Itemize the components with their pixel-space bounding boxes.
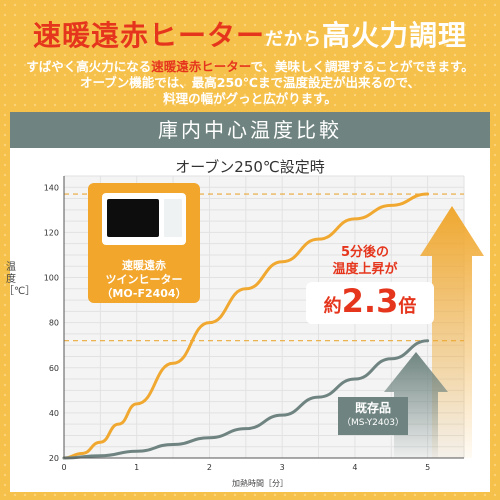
- product-name-2: ツインヒーター: [105, 273, 183, 286]
- x-tick-label: 0: [61, 463, 66, 472]
- x-axis-label: 加熱時間［分］: [232, 479, 288, 488]
- ratio-badge: 約2.3倍: [306, 282, 434, 324]
- headline-white: 高火力調理: [322, 19, 468, 52]
- axes: [63, 176, 464, 459]
- ratio-suffix: 倍: [398, 296, 417, 317]
- y-tick-label: 20: [49, 454, 59, 463]
- desc-line-3: 料理の幅がグっと広がります。: [163, 91, 337, 106]
- headline-small: だから: [265, 29, 322, 50]
- existing-label: 既存品: [354, 401, 391, 415]
- product-model: （MO-F2404）: [101, 287, 187, 300]
- series-line-new: [62, 192, 430, 460]
- x-tick-label: 5: [425, 463, 430, 472]
- y-tick-label: 100: [44, 274, 59, 283]
- existing-model: （MS-Y2403）: [341, 418, 405, 428]
- y-tick-label: 80: [49, 319, 59, 328]
- desc-line-2: オーブン機能では、最高250℃まで温度設定が出来るので、: [80, 75, 420, 90]
- x-tick-label: 3: [280, 463, 285, 472]
- y-tick-label: 40: [49, 409, 59, 418]
- x-tick-label: 4: [352, 463, 357, 472]
- annotation-text: 5分後の 温度上昇が: [300, 244, 430, 278]
- card-title: 庫内中心温度比較: [10, 112, 490, 148]
- microwave-panel: [164, 199, 182, 237]
- test-condition: オーブン250℃設定時: [175, 158, 325, 176]
- series-line-old: [62, 339, 430, 460]
- headline-red: 速暖遠赤ヒーター: [32, 19, 265, 52]
- headline: 速暖遠赤ヒーターだから高火力調理: [0, 14, 500, 54]
- microwave-door: [107, 199, 159, 237]
- series-lines: [62, 192, 430, 460]
- desc-line-1: すばやく高火力になる速暖遠赤ヒーターで、美味しく調理することができます。: [0, 56, 500, 75]
- tick-labels: 20 40 60 80 100 120 140 0 1 2 3 4 5: [44, 183, 430, 472]
- y-tick-label: 140: [44, 183, 59, 192]
- desc-line-1-post: で、美味しく調理することができます。: [250, 59, 474, 74]
- existing-product-badge: 既存品 （MS-Y2403）: [338, 397, 408, 435]
- x-tick-label: 1: [134, 463, 139, 472]
- microwave-image: [102, 193, 186, 245]
- annotation-line-2: 温度上昇が: [332, 262, 398, 277]
- desc-line-1-red: 速暖遠赤ヒーター: [151, 59, 251, 74]
- product-box-new: 速暖遠赤 ツインヒーター （MO-F2404）: [88, 183, 200, 303]
- hero-header: 速暖遠赤ヒーターだから高火力調理 すばやく高火力になる速暖遠赤ヒーターで、美味し…: [0, 0, 500, 110]
- product-name-1: 速暖遠赤: [122, 259, 166, 272]
- ratio-value: 2.3: [341, 282, 399, 320]
- x-tick-label: 2: [207, 463, 212, 472]
- y-tick-label: 120: [44, 228, 59, 237]
- annotation-line-1: 5分後の: [340, 245, 390, 260]
- ratio-prefix: 約: [323, 296, 342, 317]
- y-axis-label: 温度［℃］: [4, 262, 35, 297]
- desc-line-1-pre: すばやく高火力になる: [26, 59, 152, 74]
- y-tick-label: 60: [49, 364, 59, 373]
